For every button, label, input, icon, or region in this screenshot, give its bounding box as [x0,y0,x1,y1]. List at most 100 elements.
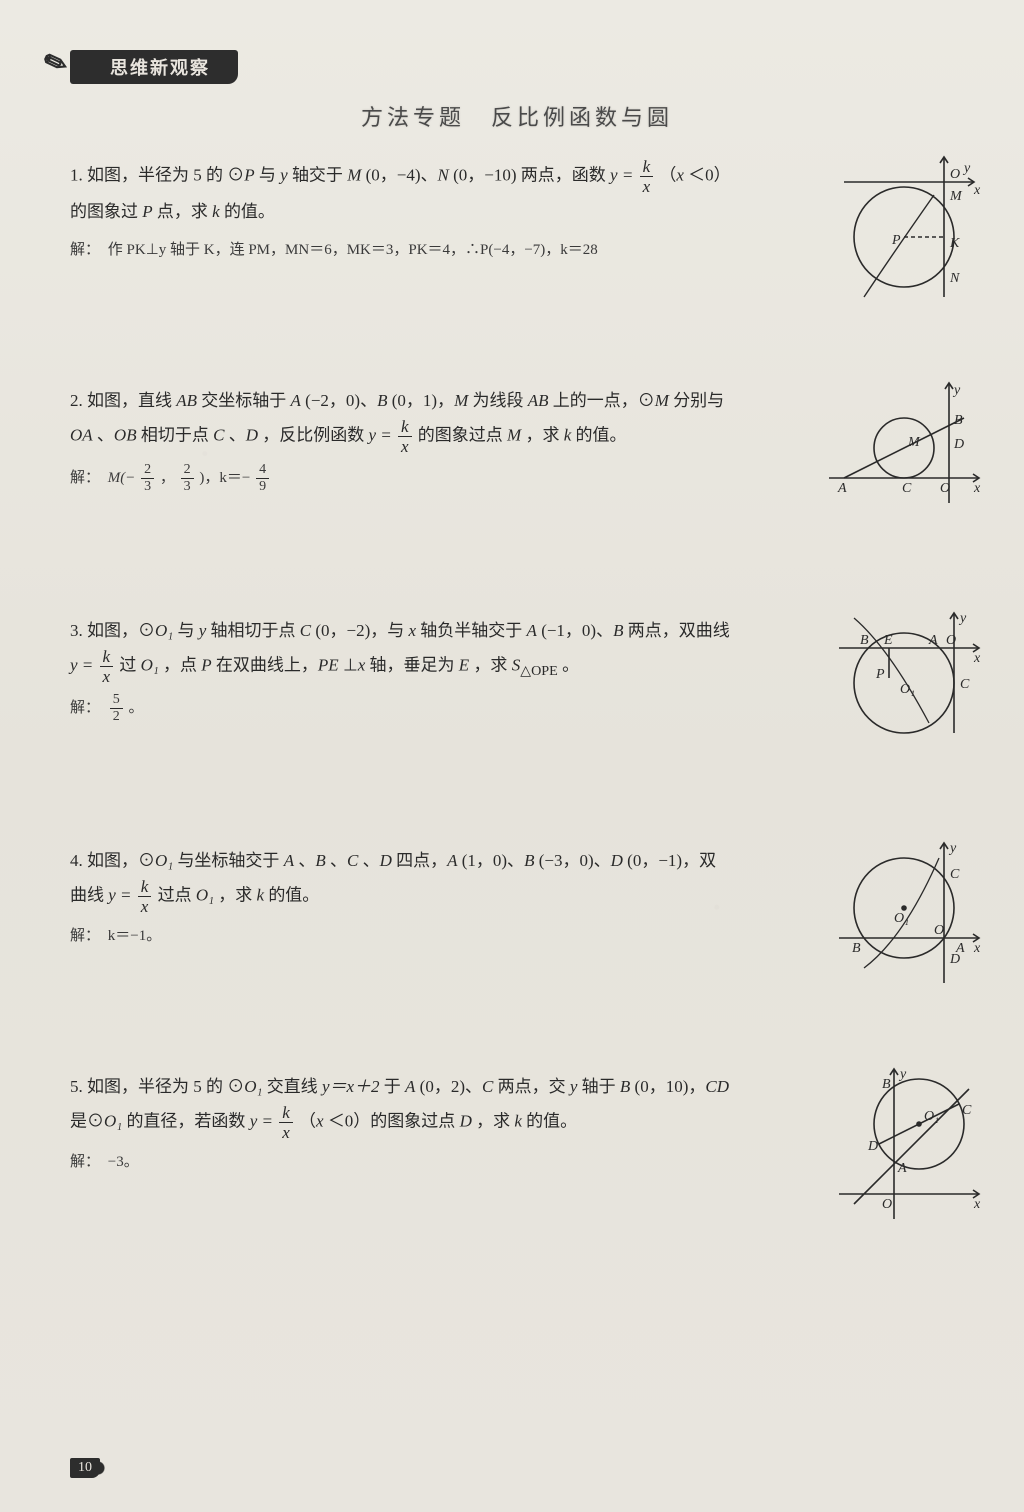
svg-text:C: C [902,481,912,496]
ans-frac3: 49 [256,463,269,494]
var-k: k [257,886,265,905]
var-A: A [291,391,301,410]
svg-text:O: O [946,633,956,648]
text: 过点 [158,886,196,905]
svg-text:x: x [973,481,981,496]
var-C: C [300,621,311,640]
eq-lhs: y = [368,425,391,444]
ans-suffix: )，k＝− [199,470,250,486]
text: ，点 [163,655,201,674]
frac-num: k [398,418,412,437]
fraction-k-over-x: kx [640,158,654,195]
svg-text:A: A [928,633,938,648]
answer-label: 解： [70,923,100,950]
text: 为线段 [472,391,527,410]
text: 在双曲线上， [216,655,318,674]
svg-text:M: M [949,189,963,204]
problem-1-body: 1. 如图，半径为 5 的 ⊙P 与 y 轴交于 M (0，−4)、N (0，−… [70,158,730,229]
text: 于 [384,1077,405,1096]
svg-text:P: P [891,233,901,248]
page-title: 方法专题 反比例函数与圆 [70,100,964,132]
text: ，反比例函数 [262,425,368,444]
frac-den: x [100,667,114,685]
svg-text:C: C [962,1103,972,1118]
problem-3: 3. 如图，⊙O₁ 与 y 轴相切于点 C (0，−2)，与 x 轴负半轴交于 … [70,614,964,724]
text: 与 [259,165,280,184]
var-k: k [212,202,220,221]
problem-2: 2. 如图，直线 AB 交坐标轴于 A (−2，0)、B (0，1)，M 为线段… [70,384,964,494]
var-E: E [459,655,469,674]
var-O1: O₁ [155,851,173,870]
problem-5-answer: 解： −3。 [70,1149,964,1176]
text: 的值。 [576,425,627,444]
text: (−3，0)、 [539,851,611,870]
text: ，求 [218,886,256,905]
svg-text:K: K [949,236,960,251]
fraction-k-over-x: kx [100,648,114,685]
problem-4: 4. 如图，⊙O₁ 与坐标轴交于 A 、B 、C 、D 四点，A (1，0)、B… [70,844,964,950]
text: 轴负半轴交于 [420,621,526,640]
text: (−2，0)、 [305,391,377,410]
ans-frac2: 23 [181,463,194,494]
svg-text:A: A [837,481,847,496]
text: 分别与 [673,391,724,410]
text: 与坐标轴交于 [177,851,283,870]
svg-text:P: P [875,667,885,682]
var-C: C [347,851,358,870]
page-root: 思维新观察 方法专题 反比例函数与圆 1. 如图，半径为 5 的 ⊙P 与 y … [0,0,1024,1512]
var-CD: CD [705,1077,729,1096]
eq-lhs: y = [108,886,131,905]
svg-text:N: N [949,271,960,286]
text: 两点，双曲线 [628,621,730,640]
var-D: D [380,851,392,870]
text: 的直径，若函数 [126,1112,249,1131]
svg-text:C: C [960,677,970,692]
frac-den: 2 [110,709,123,724]
page-footer: 10 [70,1458,100,1478]
var-P: P [244,165,254,184]
subscript: △OPE [520,663,558,679]
problem-4-answer: 解： k＝−1。 [70,923,964,950]
problem-5-body: 5. 如图，半径为 5 的 ⊙O₁ 交直线 y＝x＋2 于 A (0，2)、C … [70,1070,730,1141]
frac-num: 5 [110,693,123,709]
frac-num: 2 [181,463,194,479]
svg-text:O₁: O₁ [900,682,915,697]
svg-text:C: C [950,867,960,882]
var-O1b: O₁ [196,886,214,905]
text: ⊥ [343,655,358,674]
text: 交直线 [267,1077,322,1096]
var-P: P [201,655,211,674]
svg-text:B: B [954,413,963,428]
var-O1: O₁ [155,621,173,640]
ans-frac1: 23 [141,463,154,494]
var-N: N [438,165,449,184]
text: (0，−2)，与 [315,621,408,640]
var-O1b: O₁ [141,655,159,674]
svg-text:y: y [898,1067,907,1082]
series-banner: 思维新观察 [70,50,238,84]
text: 3. 如图，⊙ [70,621,155,640]
footer-page-number: 10 [70,1458,100,1478]
var-M2: M [655,391,669,410]
text: 的值。 [526,1112,577,1131]
var-M: M [347,165,361,184]
var-k: k [564,425,572,444]
var-M: M [454,391,468,410]
var-D: D [246,425,258,444]
text: ＜0）的图象过点 [328,1112,460,1131]
text: 轴交于 [292,165,347,184]
svg-text:O₁: O₁ [924,1109,939,1124]
text: 过 [119,655,140,674]
var-P2: P [142,202,152,221]
text: 5. 如图，半径为 5 的 ⊙ [70,1077,244,1096]
text: 两点，交 [498,1077,570,1096]
eq-lhs: y = [70,655,93,674]
var-C: C [482,1077,493,1096]
svg-text:x: x [973,941,981,956]
var-x: x [676,165,684,184]
answer-label: 解： [70,1149,100,1176]
problem-3-body: 3. 如图，⊙O₁ 与 y 轴相切于点 C (0，−2)，与 x 轴负半轴交于 … [70,614,730,685]
frac-den: 9 [256,479,269,494]
var-B: B [613,621,623,640]
var-line: y＝x＋2 [322,1077,380,1096]
